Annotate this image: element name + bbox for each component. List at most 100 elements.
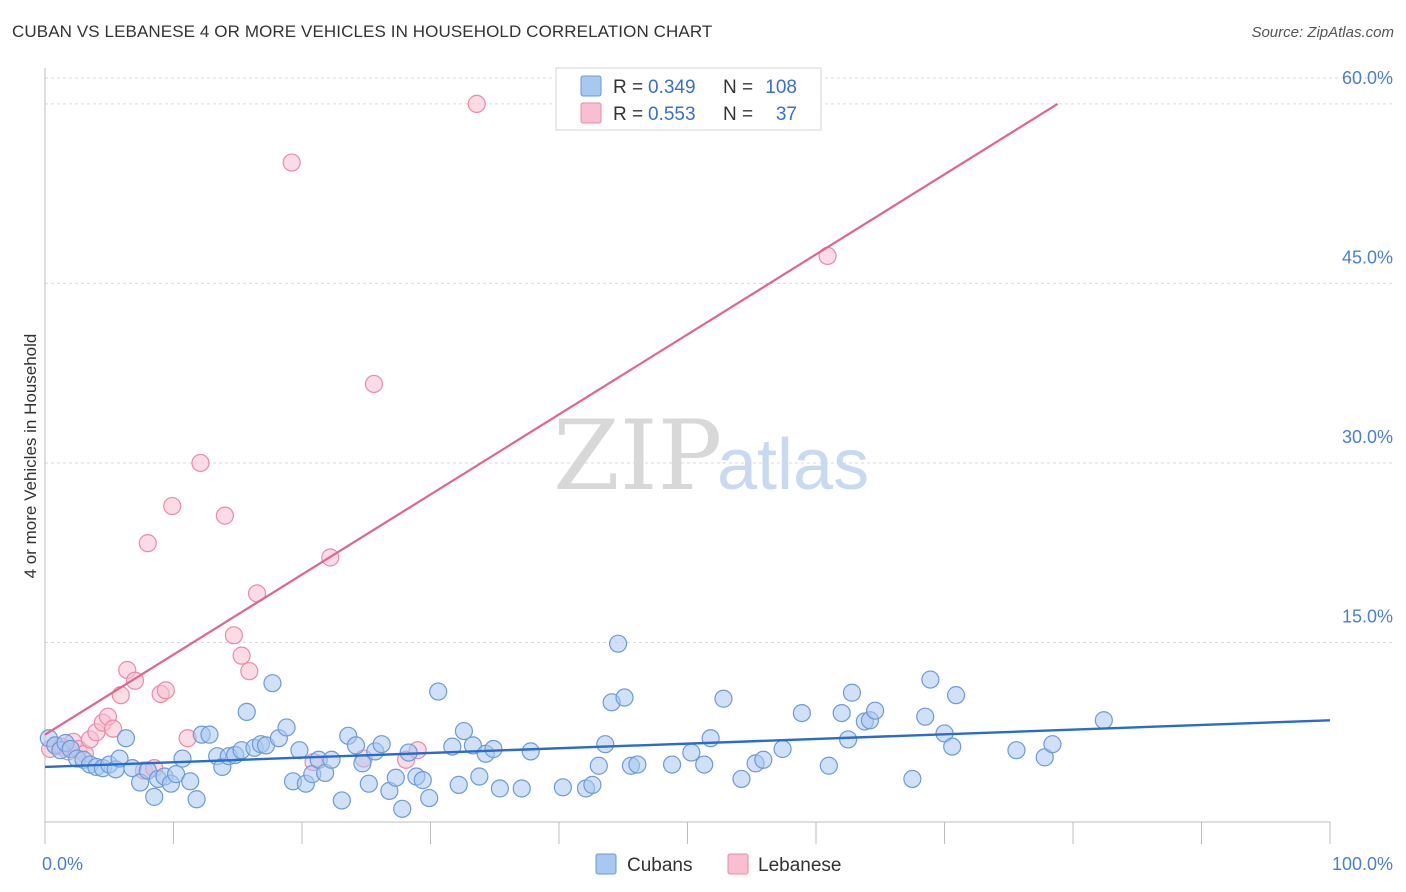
cuban-point bbox=[116, 729, 136, 748]
cuban-point bbox=[839, 730, 858, 749]
x-tick-label-max: 100.0% bbox=[1332, 854, 1393, 874]
cuban-point bbox=[420, 788, 439, 808]
cuban-point bbox=[946, 686, 966, 705]
cuban-point bbox=[1007, 741, 1026, 760]
y-axis-label: 4 or more Vehicles in Household bbox=[21, 334, 40, 579]
lebanese-trend-line bbox=[44, 102, 1059, 736]
watermark-atlas: atlas bbox=[717, 425, 869, 505]
lebanese-point bbox=[224, 626, 243, 645]
cuban-trend-line bbox=[44, 719, 1331, 769]
lebanese-point bbox=[364, 374, 384, 394]
cuban-point bbox=[463, 736, 483, 755]
cuban-point bbox=[200, 725, 219, 744]
watermark-zip: ZIP bbox=[553, 400, 722, 512]
legend-r-value-cubans: 0.349 bbox=[648, 77, 696, 98]
cuban-point bbox=[166, 765, 186, 784]
legend-r-value-lebanese: 0.553 bbox=[648, 104, 696, 125]
cuban-point bbox=[732, 769, 751, 789]
cuban-point bbox=[454, 721, 474, 741]
cuban-point bbox=[290, 741, 309, 760]
lebanese-point bbox=[111, 686, 130, 705]
cuban-point bbox=[773, 739, 792, 759]
cuban-point bbox=[754, 750, 773, 769]
cuban-point bbox=[263, 674, 282, 693]
legend-n-label-lebanese: N = bbox=[723, 104, 753, 125]
tick-labels: 15.0% 30.0% 45.0% 60.0% 0.0% 100.0% bbox=[42, 68, 1393, 874]
source-label: Source: ZipAtlas.com bbox=[1251, 24, 1394, 41]
watermark: ZIP atlas bbox=[553, 400, 869, 512]
trend-lines bbox=[44, 102, 1331, 769]
cuban-point bbox=[484, 739, 503, 759]
cuban-point bbox=[553, 778, 572, 797]
cuban-point bbox=[110, 749, 129, 768]
cuban-point bbox=[332, 791, 351, 810]
cuban-point bbox=[714, 689, 733, 708]
cuban-point bbox=[145, 787, 164, 806]
cuban-point bbox=[943, 737, 962, 756]
legend-n-label-cubans: N = bbox=[723, 77, 753, 98]
cuban-point bbox=[521, 742, 540, 761]
series-legend-label-cubans[interactable]: Cubans bbox=[627, 855, 693, 876]
cuban-point bbox=[449, 775, 468, 794]
lebanese-point bbox=[104, 719, 123, 738]
legend-r-label-cubans: R = bbox=[613, 77, 643, 98]
cuban-point bbox=[386, 768, 405, 787]
series-legend-swatch-cubans[interactable] bbox=[595, 853, 617, 875]
lebanese-point bbox=[163, 496, 182, 516]
y-tick-label: 45.0% bbox=[1342, 247, 1393, 267]
cuban-point bbox=[842, 683, 862, 702]
series-legend-label-lebanese[interactable]: Lebanese bbox=[758, 855, 841, 876]
cuban-point bbox=[662, 755, 682, 774]
cuban-point bbox=[615, 688, 634, 707]
cuban-point bbox=[512, 779, 531, 798]
cuban-point bbox=[921, 670, 940, 689]
cuban-point bbox=[589, 756, 608, 775]
lebanese-point bbox=[156, 681, 175, 700]
cuban-point bbox=[819, 756, 838, 775]
cuban-point bbox=[583, 775, 602, 794]
cuban-point bbox=[682, 743, 701, 762]
lebanese-point bbox=[240, 662, 259, 681]
cuban-point bbox=[372, 735, 391, 754]
cuban-points bbox=[39, 634, 1113, 818]
cuban-point bbox=[916, 707, 935, 726]
grid bbox=[45, 77, 1392, 643]
cuban-point bbox=[181, 772, 200, 791]
cuban-point bbox=[903, 769, 922, 789]
cuban-point bbox=[322, 750, 341, 769]
cuban-point bbox=[359, 774, 378, 793]
cuban-point bbox=[470, 767, 489, 786]
cuban-point bbox=[832, 703, 851, 723]
legend-r-label-lebanese: R = bbox=[613, 104, 643, 125]
cuban-point bbox=[866, 701, 885, 720]
series-legend-swatch-lebanese[interactable] bbox=[727, 853, 749, 875]
cuban-point bbox=[353, 754, 372, 773]
cuban-point bbox=[695, 755, 714, 774]
cuban-point bbox=[609, 634, 628, 653]
lebanese-point bbox=[215, 506, 234, 525]
lebanese-point bbox=[467, 94, 486, 114]
lebanese-point bbox=[191, 453, 210, 473]
cuban-point bbox=[237, 702, 256, 721]
lebanese-point bbox=[282, 153, 301, 172]
lebanese-point bbox=[138, 534, 157, 553]
cuban-point bbox=[413, 771, 432, 790]
cuban-point bbox=[346, 736, 366, 755]
cuban-point bbox=[277, 718, 296, 737]
cuban-point bbox=[490, 779, 509, 798]
stats-legend: R = 0.349 N = 108 R = 0.553 N = 37 bbox=[555, 67, 822, 131]
lebanese-point bbox=[232, 646, 251, 665]
axes bbox=[44, 68, 1331, 844]
series-legend: Cubans Lebanese bbox=[595, 853, 841, 876]
cuban-point bbox=[1094, 711, 1113, 730]
legend-swatch-cubans bbox=[580, 75, 602, 97]
cuban-point bbox=[1043, 735, 1062, 754]
y-tick-label: 15.0% bbox=[1342, 606, 1393, 626]
legend-n-value-lebanese: 37 bbox=[776, 104, 797, 125]
y-tick-label: 60.0% bbox=[1342, 68, 1393, 88]
cuban-point bbox=[173, 749, 192, 768]
cuban-point bbox=[792, 703, 811, 723]
legend-swatch-lebanese bbox=[580, 102, 602, 124]
cuban-point bbox=[628, 755, 647, 774]
